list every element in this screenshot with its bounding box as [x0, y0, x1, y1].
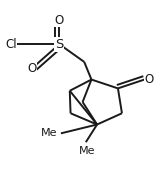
Text: O: O	[145, 73, 154, 86]
Text: Me: Me	[40, 128, 57, 138]
Text: Me: Me	[79, 146, 96, 156]
Text: O: O	[55, 14, 64, 27]
Text: S: S	[55, 38, 64, 51]
Text: O: O	[27, 62, 37, 75]
Text: Cl: Cl	[5, 38, 17, 51]
